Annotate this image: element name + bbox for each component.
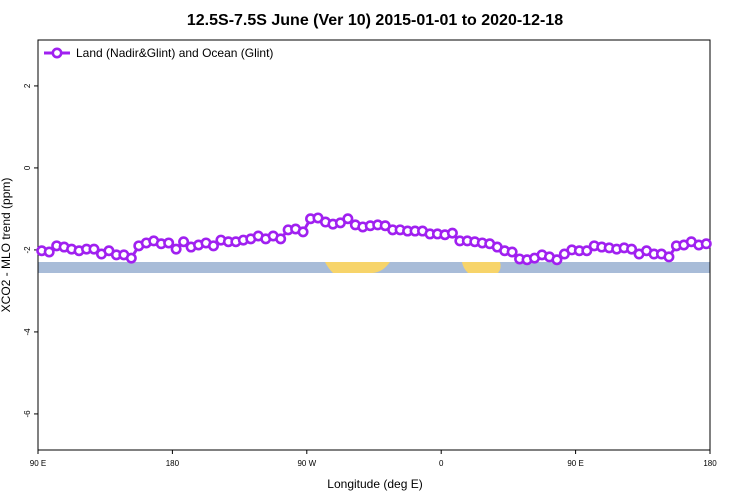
data-point (342, 213, 354, 225)
y-axis-label: XCO2 - MLO trend (ppm) (0, 178, 13, 313)
chart-title: 12.5S-7.5S June (Ver 10) 2015-01-01 to 2… (187, 12, 563, 29)
x-tick-label: 0 (439, 459, 444, 468)
data-point (551, 254, 563, 266)
data-point (663, 251, 675, 263)
y-tick-label: 2 (23, 83, 32, 88)
data-point (297, 226, 309, 238)
x-tick-label: 180 (703, 459, 717, 468)
legend-marker (51, 47, 63, 59)
x-tick-label: 90 W (297, 459, 316, 468)
y-tick-label: -4 (23, 328, 32, 336)
y-tick-label: -2 (23, 246, 32, 254)
data-point (275, 233, 287, 245)
x-tick-label: 90 E (567, 459, 583, 468)
data-point (163, 237, 175, 249)
data-point (178, 236, 190, 248)
data-point (43, 246, 55, 258)
data-point (506, 246, 518, 258)
x-tick-label: 180 (166, 459, 180, 468)
data-point (125, 252, 137, 264)
data-point (700, 238, 712, 250)
y-tick-label: 0 (23, 165, 32, 170)
data-point (626, 243, 638, 255)
data-point (581, 245, 593, 257)
legend-label: Land (Nadir&Glint) and Ocean (Glint) (76, 46, 273, 60)
map-strip (38, 262, 710, 273)
data-point (207, 240, 219, 252)
data-point (170, 243, 182, 255)
legend-item: Land (Nadir&Glint) and Ocean (Glint) (44, 46, 273, 60)
x-tick-label: 90 E (30, 459, 46, 468)
y-tick-label: -6 (23, 410, 32, 418)
x-axis-label: Longitude (deg E) (327, 477, 422, 491)
data-point (446, 227, 458, 239)
data-point (88, 243, 100, 255)
